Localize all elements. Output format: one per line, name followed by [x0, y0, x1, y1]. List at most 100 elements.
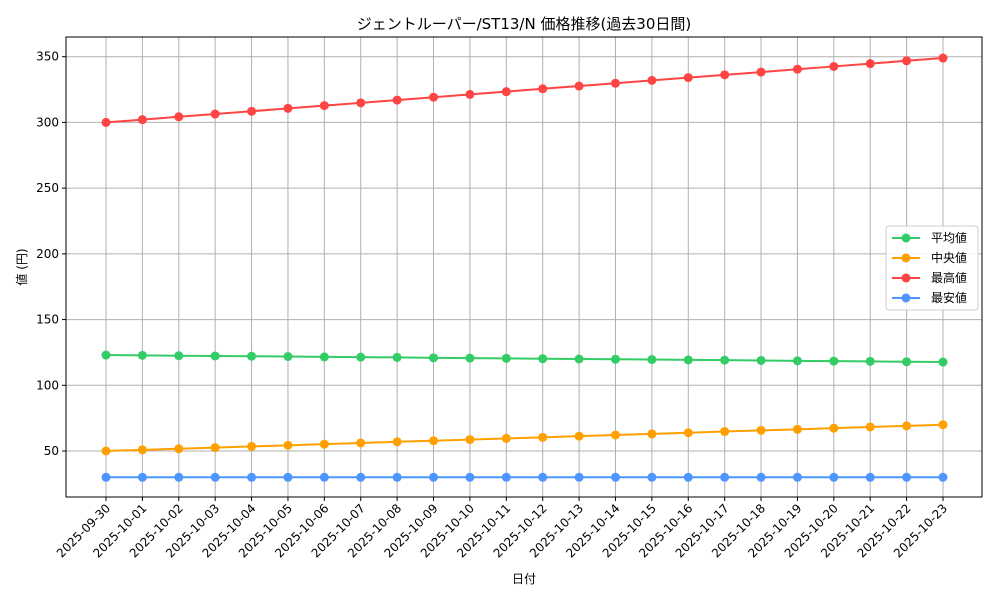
- data-point: [829, 356, 839, 366]
- data-point: [247, 472, 257, 482]
- series-3: [101, 472, 948, 482]
- data-point: [610, 472, 620, 482]
- data-point: [720, 70, 730, 80]
- series-line: [105, 423, 944, 452]
- data-point: [283, 352, 293, 362]
- data-point: [538, 472, 548, 482]
- data-point: [538, 432, 548, 442]
- data-point: [610, 354, 620, 364]
- legend-label: 平均値: [931, 230, 967, 245]
- data-point: [319, 101, 329, 111]
- data-point: [647, 355, 657, 365]
- chart-title: ジェントルーパー/ST13/N 価格推移(過去30日間): [357, 15, 692, 33]
- data-point: [247, 351, 257, 361]
- data-point: [865, 356, 875, 366]
- data-point: [137, 350, 147, 360]
- y-tick-label: 350: [36, 50, 59, 64]
- data-point: [429, 472, 439, 482]
- data-point: [429, 92, 439, 102]
- data-point: [501, 433, 511, 443]
- data-point: [210, 443, 220, 453]
- data-point: [392, 95, 402, 105]
- data-point: [429, 436, 439, 446]
- data-point: [283, 472, 293, 482]
- series-0: [101, 350, 948, 367]
- data-point: [792, 472, 802, 482]
- data-point: [101, 350, 111, 360]
- data-point: [356, 438, 366, 448]
- data-point: [647, 472, 657, 482]
- data-point: [792, 64, 802, 74]
- data-point: [137, 115, 147, 125]
- data-point: [574, 431, 584, 441]
- data-point: [210, 109, 220, 119]
- data-point: [392, 437, 402, 447]
- data-point: [174, 472, 184, 482]
- data-point: [174, 444, 184, 454]
- x-axis-label: 日付: [512, 572, 536, 586]
- data-point: [683, 428, 693, 438]
- data-point: [283, 440, 293, 450]
- data-point: [247, 441, 257, 451]
- data-point: [865, 472, 875, 482]
- data-point: [865, 422, 875, 432]
- legend-marker: [901, 233, 911, 243]
- series-1: [101, 420, 948, 456]
- data-point: [392, 352, 402, 362]
- y-axis: 50 100 150 200 250 300 350: [36, 50, 66, 458]
- data-point: [538, 84, 548, 94]
- data-point: [756, 355, 766, 365]
- data-point: [902, 421, 912, 431]
- data-point: [902, 472, 912, 482]
- data-point: [865, 59, 875, 69]
- data-point: [501, 87, 511, 97]
- data-point: [247, 106, 257, 116]
- y-tick-label: 300: [36, 115, 59, 129]
- legend-marker: [901, 273, 911, 283]
- data-point: [319, 439, 329, 449]
- data-point: [283, 103, 293, 113]
- series-2: [101, 53, 948, 127]
- data-point: [938, 472, 948, 482]
- data-point: [137, 445, 147, 455]
- legend-box: [885, 225, 979, 311]
- data-point: [720, 355, 730, 365]
- legend-label: 中央値: [931, 250, 967, 265]
- data-point: [720, 472, 730, 482]
- data-point: [574, 81, 584, 91]
- data-point: [792, 356, 802, 366]
- series-lines: [101, 53, 948, 482]
- data-point: [210, 472, 220, 482]
- legend-marker: [901, 253, 911, 263]
- data-point: [101, 117, 111, 127]
- legend-marker: [901, 293, 911, 303]
- y-tick-label: 50: [44, 444, 59, 458]
- series-line: [105, 354, 944, 364]
- data-point: [101, 446, 111, 456]
- data-point: [683, 472, 693, 482]
- data-point: [647, 75, 657, 85]
- data-point: [465, 353, 475, 363]
- data-point: [101, 472, 111, 482]
- data-point: [319, 472, 329, 482]
- data-point: [829, 423, 839, 433]
- data-point: [210, 351, 220, 361]
- y-axis-label: 値 (円): [14, 248, 29, 285]
- data-point: [356, 98, 366, 108]
- data-point: [938, 420, 948, 430]
- y-tick-label: 150: [36, 313, 59, 327]
- data-point: [574, 472, 584, 482]
- x-axis: 2025-09-302025-10-012025-10-022025-10-03…: [54, 497, 950, 560]
- series-line: [105, 57, 944, 124]
- data-point: [465, 435, 475, 445]
- data-point: [647, 429, 657, 439]
- data-point: [501, 353, 511, 363]
- data-point: [610, 78, 620, 88]
- data-point: [683, 355, 693, 365]
- plot-frame: [65, 36, 983, 498]
- data-point: [538, 354, 548, 364]
- data-point: [356, 472, 366, 482]
- data-point: [683, 73, 693, 83]
- data-point: [137, 472, 147, 482]
